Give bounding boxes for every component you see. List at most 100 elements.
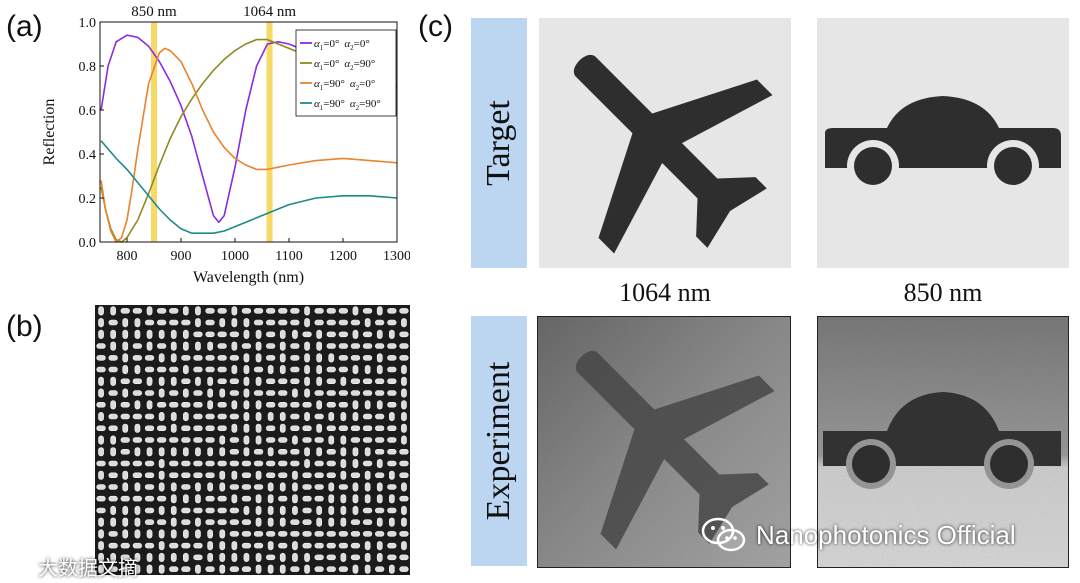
- nanopillar: [340, 517, 347, 527]
- nanopillar: [169, 460, 179, 467]
- nanopillar: [98, 529, 104, 539]
- nanopillar: [132, 495, 142, 502]
- nanopillar: [362, 390, 373, 396]
- nanopillar: [302, 495, 312, 502]
- nanopillar: [350, 542, 361, 549]
- nanopillar: [205, 331, 215, 338]
- nanopillar: [132, 378, 142, 385]
- nanopillar: [193, 460, 203, 467]
- nanopillar: [243, 552, 250, 562]
- nanopillar: [146, 329, 153, 339]
- nanopillar: [144, 484, 155, 490]
- nanopillar: [302, 542, 312, 549]
- nanopillar: [292, 494, 298, 504]
- car-icon: [825, 96, 1061, 192]
- nanopillar: [326, 390, 336, 396]
- nanopillar: [316, 329, 323, 339]
- nanopillar: [193, 472, 203, 479]
- airplane-icon: [573, 54, 773, 254]
- nanopillar: [122, 482, 129, 492]
- nanopillar: [387, 343, 397, 349]
- nanopillar: [241, 495, 252, 502]
- nanopillar: [183, 447, 189, 457]
- reflection-chart: 850 nm 1064 nm 800 900 1000 1100 1200 1300 0.0 0.…: [41, 4, 410, 286]
- nanopillar: [108, 542, 118, 549]
- nanopillar: [326, 378, 336, 385]
- nanopillar: [134, 318, 141, 328]
- nanopillar: [352, 459, 359, 469]
- nanopillar: [267, 494, 274, 504]
- nanopillar: [96, 402, 106, 408]
- nanopillar: [279, 423, 286, 433]
- nanopillar: [146, 376, 153, 386]
- nanopillar: [158, 564, 165, 574]
- nanopillar: [326, 366, 336, 373]
- nanopillar: [340, 505, 347, 515]
- nanopillar: [304, 318, 310, 328]
- nanopillar: [290, 531, 300, 537]
- nanopillar: [278, 402, 288, 408]
- nanopillar: [326, 554, 336, 561]
- nanopillar: [122, 505, 129, 515]
- nanopillar: [328, 353, 335, 363]
- nanopillar: [266, 437, 276, 443]
- nanopillar: [387, 542, 397, 549]
- nanopillar: [243, 447, 250, 457]
- nanopillar: [350, 519, 361, 525]
- nanopillar: [231, 341, 238, 351]
- nanopillar: [134, 482, 141, 492]
- nanopillar: [156, 366, 167, 373]
- nanopillar: [195, 529, 201, 539]
- nanopillar: [108, 566, 118, 572]
- nanopillar: [217, 495, 227, 502]
- nanopillar: [219, 482, 226, 492]
- nanopillar: [122, 329, 129, 339]
- nanopillar: [134, 447, 141, 457]
- nanopillar: [205, 308, 215, 314]
- nanopillar: [278, 495, 288, 502]
- panel-label-c: (c): [418, 10, 453, 43]
- nanopillar: [290, 460, 300, 467]
- nanopillar: [340, 494, 347, 504]
- nanopillar: [219, 552, 226, 562]
- nanopillar: [340, 459, 347, 469]
- nanopillar: [231, 494, 238, 504]
- nanopillar: [292, 505, 298, 515]
- sem-image: [95, 305, 410, 575]
- nanopillar: [120, 437, 130, 443]
- nanopillar: [304, 364, 310, 375]
- nanopillar: [401, 505, 407, 515]
- nanopillar: [338, 366, 348, 373]
- nanopillar: [205, 472, 215, 479]
- nanopillar: [205, 495, 215, 502]
- nanopillar: [217, 507, 227, 514]
- nanopillar: [98, 388, 104, 398]
- nanopillar: [146, 529, 153, 539]
- nanopillar: [292, 388, 298, 398]
- nanopillar: [388, 564, 395, 574]
- nanopillar: [278, 460, 288, 467]
- nanopillar: [169, 566, 179, 572]
- nanopillar: [266, 331, 276, 338]
- nanopillar: [170, 447, 177, 457]
- nanopillar: [144, 319, 155, 326]
- nanopillar: [243, 376, 250, 386]
- nanopillar: [374, 472, 385, 479]
- nanopillar: [193, 554, 203, 561]
- x-tick-label-0: 800: [117, 249, 138, 264]
- nanopillar: [387, 402, 397, 408]
- nanopillar: [108, 366, 118, 373]
- nanopillar: [278, 542, 288, 549]
- nanopillar: [229, 413, 239, 420]
- nanopillar: [401, 435, 407, 445]
- nanopillar: [267, 505, 274, 515]
- nanopillar: [314, 308, 324, 314]
- nanopillar: [170, 376, 177, 386]
- nanopillar: [183, 341, 189, 351]
- nanopillar: [156, 495, 167, 502]
- nanopillar: [255, 517, 262, 527]
- nanopillar: [279, 564, 286, 574]
- plot-frame: [99, 21, 398, 243]
- highlight-label-0: 850 nm: [131, 4, 177, 20]
- nanopillar: [255, 412, 262, 422]
